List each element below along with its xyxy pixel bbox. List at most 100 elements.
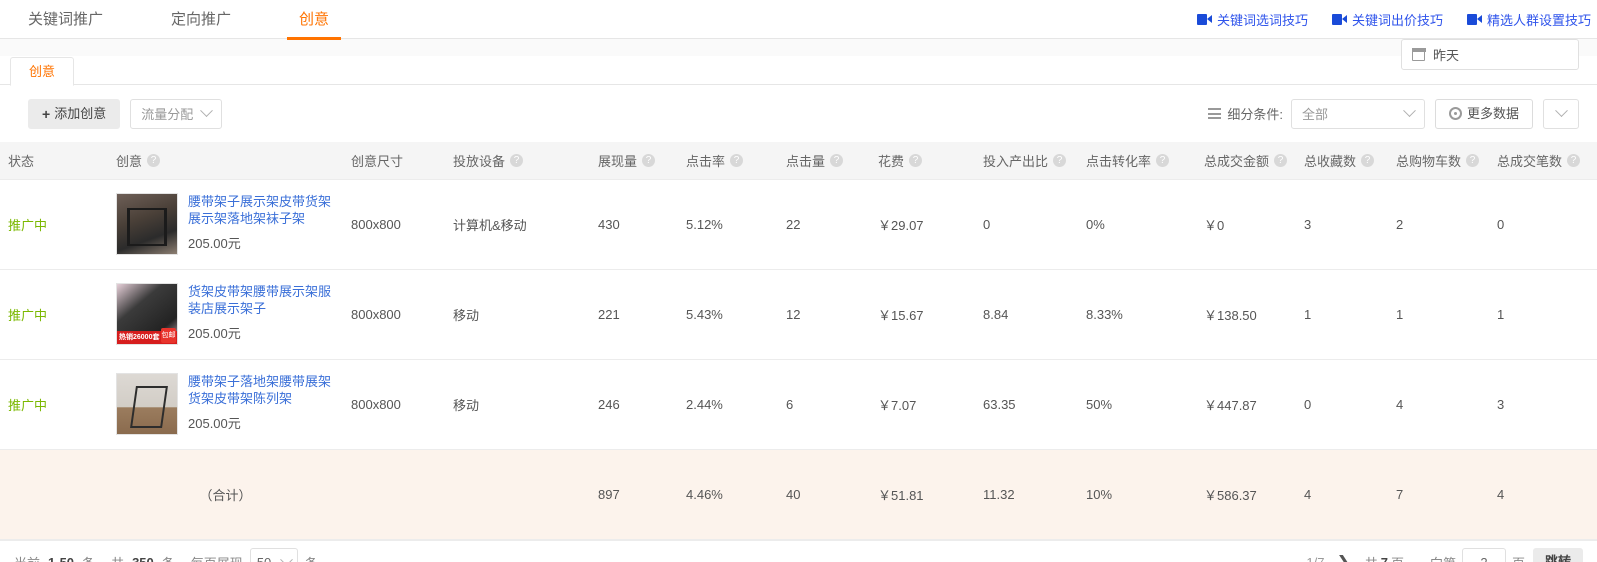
column-label: 总收藏数 [1304,153,1357,169]
tab-creative[interactable]: 创意 [10,57,75,86]
creative-title-link[interactable]: 货架皮带架腰带展示架服装店展示架子 [188,284,332,316]
creative-title-link[interactable]: 腰带架子落地架腰带展架货架皮带架陈列架 [188,374,332,406]
page-size-select[interactable]: 50 [249,548,298,562]
more-data-label: 更多数据 [1466,105,1519,121]
help-icon[interactable]: ? [147,153,161,167]
creative-cell: 热销26000套 包邮 货架皮带架腰带展示架服装店展示架子 205.00元 [116,283,335,345]
column-label: 花费 [878,153,905,169]
cell-creative: 热销26000套 包邮 货架皮带架腰带展示架服装店展示架子 205.00元 [108,269,343,360]
column-label: 点击量 [786,153,826,169]
cell-creative: 腰带架子展示架皮带货架展示架落地架袜子架 205.00元 [108,179,343,270]
goto-page-button[interactable]: 跳转 [1532,548,1583,562]
column-header-gmv[interactable]: 总成交金额? [1196,142,1296,180]
goto-page-input[interactable] [1461,548,1506,562]
cell-ctr: 5.43% [678,269,778,360]
video-link-audience-setup[interactable]: 精选人群设置技巧 [1466,10,1591,29]
cell-roi: 8.84 [975,269,1078,360]
table-total-row: （合计） 897 4.46% 40 ￥51.81 11.32 10% ￥586.… [0,449,1597,540]
help-icon[interactable]: ? [1361,153,1375,167]
goto-prefix: 向第 [1430,553,1456,562]
creative-cell: 腰带架子展示架皮带货架展示架落地架袜子架 205.00元 [116,193,335,255]
status-badge: 推广中 [8,307,48,323]
help-icon[interactable]: ? [642,153,656,167]
column-label: 投放设备 [453,153,506,169]
help-icon[interactable]: ? [1274,153,1288,167]
creative-price: 205.00元 [188,236,241,251]
total-count-value: 350 [132,554,154,562]
current-range-unit: 条 [82,553,95,562]
column-header-conversion-rate[interactable]: 点击转化率? [1078,142,1196,180]
column-header-ctr[interactable]: 点击率? [678,142,778,180]
video-link-keyword-bidding[interactable]: 关键词出价技巧 [1331,10,1443,29]
creative-price: 205.00元 [188,416,241,431]
help-icon[interactable]: ? [1567,153,1581,167]
nav-tab-targeted-promotion[interactable]: 定向推广 [171,10,232,28]
card-tab-bar: 创意 [0,56,1597,86]
creative-thumbnail[interactable] [116,373,178,435]
toolbar-right-group: 细分条件: 全部 更多数据 [1208,98,1579,129]
chevron-down-icon [1554,104,1568,118]
chevron-down-icon [200,104,214,118]
help-icon[interactable]: ? [510,153,524,167]
total-gmv: ￥586.37 [1196,449,1296,540]
creative-thumbnail[interactable] [116,193,178,255]
total-conversion-rate: 10% [1078,449,1196,540]
table-row: 推广中 热销26000套 包邮 货架皮带架腰带展示架服装店展示架子 205.00… [0,269,1597,360]
help-icon[interactable]: ? [730,153,744,167]
column-header-impressions[interactable]: 展现量? [590,142,678,180]
cell-conversion-rate: 8.33% [1078,269,1196,360]
date-range-picker[interactable]: 昨天 [1401,39,1579,70]
expand-toolbar-button[interactable] [1543,98,1579,129]
pagination-controls: 1/7 ❯ 共 7 页 向第 页 跳转 [1306,548,1583,562]
page-indicator: 1/7 [1306,554,1325,562]
total-cost: ￥51.81 [870,449,975,540]
chevron-right-icon[interactable]: ❯ [1336,552,1351,562]
table-row: 推广中 腰带架子展示架皮带货架展示架落地架袜子架 205.00元 800x800… [0,179,1597,270]
column-header-roi[interactable]: 投入产出比? [975,142,1078,180]
cell-roi: 63.35 [975,359,1078,450]
list-icon [1208,108,1222,119]
nav-tab-creative[interactable]: 创意 [287,0,342,40]
total-cell-empty-size [343,449,445,540]
cell-clicks: 12 [778,269,870,360]
chevron-down-icon [1403,104,1416,118]
column-header-device[interactable]: 投放设备? [445,142,590,180]
per-page-label: 每页展现 [191,553,243,562]
total-ctr: 4.46% [678,449,778,540]
creative-price: 205.00元 [188,326,241,341]
add-creative-button[interactable]: + 添加创意 [28,98,121,129]
segment-filter-select[interactable]: 全部 [1290,98,1425,129]
help-icon[interactable]: ? [1466,153,1480,167]
table-body: 推广中 腰带架子展示架皮带货架展示架落地架袜子架 205.00元 800x800… [0,179,1597,540]
video-link-label: 关键词选词技巧 [1216,13,1308,28]
help-icon[interactable]: ? [830,153,844,167]
column-header-cost[interactable]: 花费? [870,142,975,180]
cell-device: 移动 [445,269,590,360]
column-header-clicks[interactable]: 点击量? [778,142,870,180]
more-data-button[interactable]: 更多数据 [1434,98,1533,129]
column-header-carts[interactable]: 总购物车数? [1388,142,1489,180]
column-header-orders[interactable]: 总成交笔数? [1489,142,1597,180]
total-carts: 7 [1388,449,1489,540]
creative-thumbnail[interactable]: 热销26000套 包邮 [116,283,178,345]
help-icon[interactable]: ? [909,153,923,167]
cell-orders: 3 [1489,359,1597,450]
help-icon[interactable]: ? [1156,153,1170,167]
table-row: 推广中 腰带架子落地架腰带展架货架皮带架陈列架 205.00元 800x800 … [0,359,1597,450]
column-header-creative[interactable]: 创意? [108,142,343,180]
help-icon[interactable]: ? [1053,153,1067,167]
total-orders: 4 [1489,449,1597,540]
column-header-favorites[interactable]: 总收藏数? [1296,142,1388,180]
total-pages-prefix: 共 [1365,553,1378,562]
video-link-keyword-selection[interactable]: 关键词选词技巧 [1196,10,1308,29]
column-label: 总购物车数 [1396,153,1462,169]
column-header-creative-size[interactable]: 创意尺寸 [343,142,445,180]
traffic-allocation-select[interactable]: 流量分配 [130,98,223,129]
per-page-unit: 条 [305,553,318,562]
cell-favorites: 1 [1296,269,1388,360]
nav-tab-keyword-promotion[interactable]: 关键词推广 [28,10,104,28]
column-header-status[interactable]: 状态 [0,142,108,180]
creative-title-link[interactable]: 腰带架子展示架皮带货架展示架落地架袜子架 [188,194,332,226]
video-link-label: 关键词出价技巧 [1351,13,1443,28]
page-size-value: 50 [256,554,272,562]
